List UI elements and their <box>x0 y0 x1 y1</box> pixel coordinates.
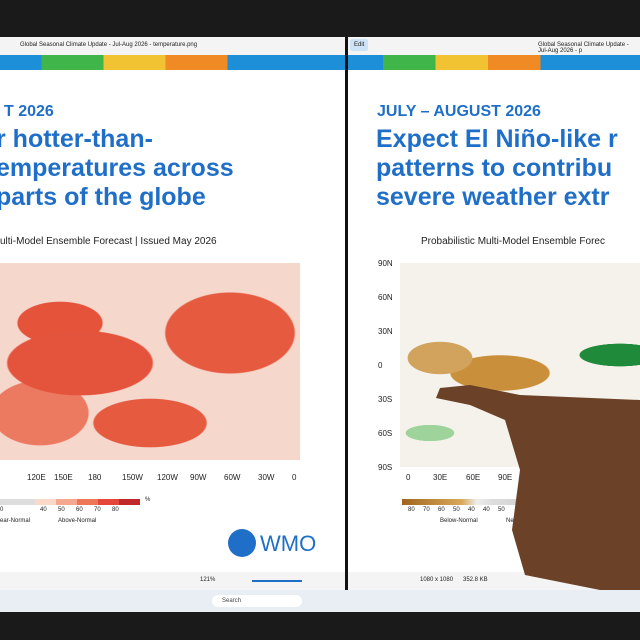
legend-unit: % <box>145 497 151 503</box>
caption: ulti-Model Ensemble Forecast | Issued Ma… <box>0 236 217 247</box>
legend-tick: 50 <box>498 507 505 513</box>
map-fill <box>0 273 300 453</box>
legend-tick: 50 <box>453 507 460 513</box>
heading-date: T 2026 <box>4 103 54 120</box>
color-stripe <box>0 55 345 70</box>
bezel-bottom <box>0 612 640 640</box>
legend-tick: 60 <box>438 507 445 513</box>
lon-label: 90W <box>190 473 207 482</box>
lat-label: 30N <box>378 327 393 336</box>
window-title: Global Seasonal Climate Update - Jul-Aug… <box>20 42 198 48</box>
lat-label: 90N <box>378 259 393 268</box>
legend-tick: 80 <box>112 507 119 513</box>
heading-line: r hotter-than- <box>0 125 153 153</box>
logo: WMO <box>260 531 317 556</box>
lat-label: 30S <box>378 395 393 404</box>
lon-label: 0 <box>292 473 297 482</box>
legend-tick: 80 <box>408 507 415 513</box>
color-stripe <box>348 55 640 70</box>
file-size: 352.8 KB <box>463 577 488 583</box>
lat-label: 0 <box>378 361 383 370</box>
heading-date: JULY – AUGUST 2026 <box>377 103 541 120</box>
window-title: Global Seasonal Climate Update - Jul-Aug… <box>538 42 629 54</box>
dimensions: 1080 x 1080 <box>420 577 454 583</box>
lon-label: 180 <box>88 473 102 482</box>
legend-label: ear-Normal <box>0 518 31 524</box>
legend-bar <box>402 499 552 505</box>
legend-tick: 70 <box>94 507 101 513</box>
search-box[interactable]: Search <box>212 595 302 607</box>
lon-label: 60E <box>466 473 481 482</box>
lat-label: 60S <box>378 429 393 438</box>
heading-line: patterns to contribu <box>376 154 613 182</box>
legend-label: Below-Normal <box>440 518 478 524</box>
left-window: Global Seasonal Climate Update - Jul-Aug… <box>0 37 345 590</box>
lon-label: 30W <box>258 473 275 482</box>
lon-label: 0 <box>406 473 411 482</box>
legend-bar <box>0 499 140 505</box>
lon-label: 120E <box>27 473 46 482</box>
legend-tick: 60 <box>76 507 83 513</box>
legend-tick: 40 <box>468 507 475 513</box>
title-bar: Edit Global Seasonal Climate Update - Ju… <box>348 37 640 55</box>
taskbar: Search <box>0 590 640 612</box>
caption: Probabilistic Multi-Model Ensemble Forec <box>421 236 605 247</box>
lon-label: 120W <box>157 473 178 482</box>
heading-line: Expect El Niño-like r <box>376 125 618 153</box>
hand <box>436 385 640 590</box>
bezel-top <box>0 0 640 37</box>
legend-tick: 50 <box>58 507 65 513</box>
legend-tick: 70 <box>423 507 430 513</box>
legend-tick: 40 <box>483 507 490 513</box>
legend-label: Above-Normal <box>58 518 97 524</box>
heading-line: severe weather extr <box>376 183 610 211</box>
lon-label: 150W <box>122 473 143 482</box>
legend-tick: 40 <box>40 507 47 513</box>
lon-label: 30E <box>433 473 448 482</box>
lon-label: 150E <box>54 473 73 482</box>
lat-label: 60N <box>378 293 393 302</box>
lat-label: 90S <box>378 463 393 472</box>
zoom-slider[interactable] <box>252 580 302 582</box>
temperature-map <box>0 263 300 460</box>
title-bar: Global Seasonal Climate Update - Jul-Aug… <box>0 37 345 55</box>
edit-button[interactable]: Edit <box>350 39 369 51</box>
wmo-emblem <box>228 529 256 557</box>
zoom[interactable]: 121% <box>200 577 216 583</box>
heading-line: emperatures across <box>0 154 234 182</box>
legend-tick: 0 <box>0 507 4 513</box>
heading-line: parts of the globe <box>0 183 206 211</box>
lon-label: 60W <box>224 473 241 482</box>
status-bar: 121% <box>0 572 345 590</box>
lon-label: 90E <box>498 473 513 482</box>
